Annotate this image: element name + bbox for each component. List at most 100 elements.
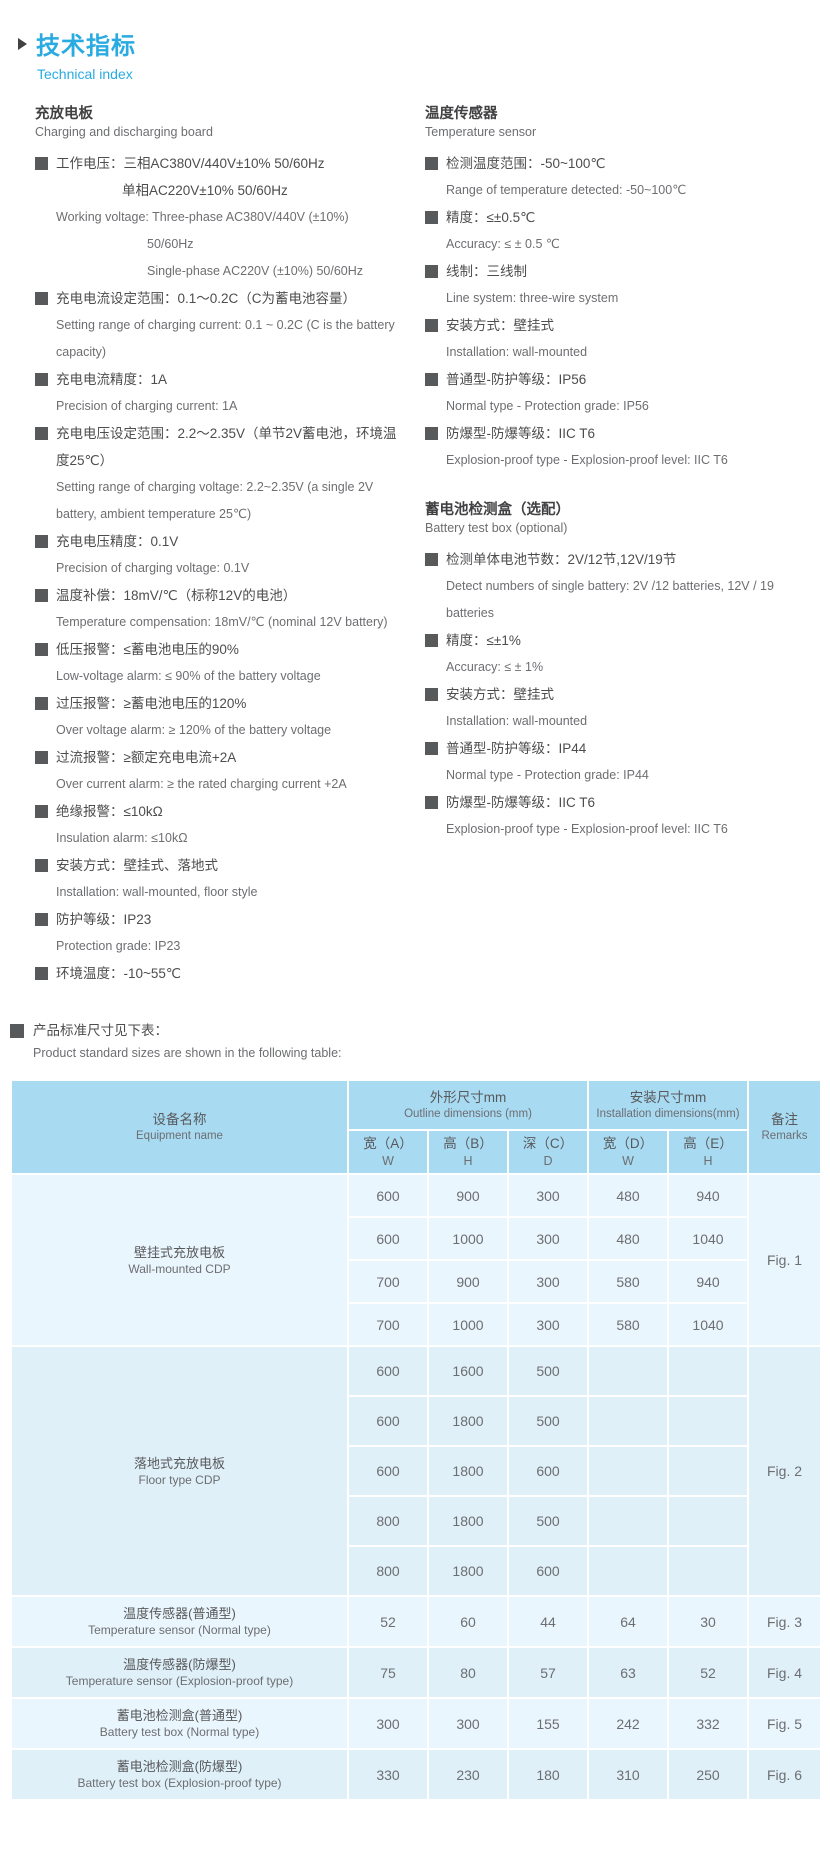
- spec-line-cn: 安装方式：壁挂式: [425, 681, 820, 708]
- table-row: 700 1000 300 580 1040: [11, 1302, 821, 1347]
- spec-item: 温度补偿：18mV/℃（标称12V的电池） Temperature compens…: [35, 582, 403, 636]
- square-bullet-icon: [425, 319, 438, 332]
- dimension-cell: [666, 1495, 750, 1547]
- square-bullet-icon: [425, 742, 438, 755]
- spec-line-cn-text: 防护等级：IP23: [56, 912, 152, 927]
- spec-line-cn-text: 充电电压设定范围：2.2～2.35V（单节2V蓄电池，环境温度25℃）: [56, 426, 397, 468]
- dimension-cell: 480: [587, 1173, 669, 1218]
- dimension-cell: 300: [507, 1259, 589, 1304]
- spec-item: 过压报警：≥蓄电池电压的120% Over voltage alarm: ≥ 12…: [35, 690, 403, 744]
- dimension-cell: 300: [347, 1697, 429, 1750]
- col-header-installation-cn: 安装尺寸mm: [629, 1089, 707, 1105]
- spec-section-battery-test-box: 蓄电池检测盒（选配） Battery test box (optional) 检测单…: [425, 500, 820, 843]
- spec-item: 环境温度：-10~55℃: [35, 960, 403, 987]
- spec-line-cn-text: 精度：≤±1%: [446, 633, 521, 648]
- dimension-cell: 300: [507, 1216, 589, 1261]
- square-bullet-icon: [35, 805, 48, 818]
- col-header-height-b: 高（B） H: [427, 1129, 509, 1175]
- table-row: 温度传感器(防爆型) Temperature sensor (Explosion-…: [10, 1646, 823, 1699]
- col-header-installation-en: Installation dimensions(mm): [596, 1107, 740, 1120]
- spec-line-cn: 充电电压设定范围：2.2～2.35V（单节2V蓄电池，环境温度25℃）: [35, 420, 403, 474]
- equipment-name-en: Floor type CDP: [138, 1472, 221, 1487]
- spec-line-en: Installation: wall-mounted, floor style: [56, 885, 258, 899]
- dimension-cell: 700: [347, 1302, 429, 1347]
- square-bullet-icon: [425, 796, 438, 809]
- spec-line-cn: 精度：≤±1%: [425, 627, 820, 654]
- spec-line-cn-text: 过压报警：≥蓄电池电压的120%: [56, 696, 247, 711]
- spec-item: 线制：三线制 Line system: three-wire system: [425, 258, 820, 312]
- dimension-cell: 75: [347, 1646, 429, 1699]
- spec-item: 防爆型-防爆等级：IIC T6 Explosion-proof type - Ex…: [425, 420, 820, 474]
- spec-line-cn-text: 工作电压：三相AC380V/440V±10% 50/60Hz: [56, 156, 325, 171]
- equipment-name-cell: 温度传感器(防爆型) Temperature sensor (Explosion-…: [10, 1646, 349, 1699]
- dimension-cell: [666, 1445, 750, 1497]
- spec-line-cn-text: 普通型-防护等级：IP44: [446, 741, 587, 756]
- col-header-width-d: 宽（D） W: [587, 1129, 669, 1175]
- col-header-width-a-cn: 宽（A）: [363, 1136, 413, 1151]
- square-bullet-icon: [425, 427, 438, 440]
- spec-columns: 充放电板 Charging and discharging board 工作电压：三…: [0, 104, 830, 987]
- spec-line-cn: 防爆型-防爆等级：IIC T6: [425, 789, 820, 816]
- spec-item: 充电电流设定范围：0.1～0.2C（C为蓄电池容量） Setting range …: [35, 285, 403, 366]
- col-header-remarks-cn: 备注: [771, 1111, 799, 1127]
- equipment-name-cell: 蓄电池检测盒(普通型) Battery test box (Normal type…: [10, 1697, 349, 1750]
- dimension-cell: 300: [507, 1302, 589, 1347]
- spec-line-en: Low-voltage alarm: ≤ 90% of the battery …: [56, 669, 321, 683]
- col-header-height-b-en: H: [463, 1154, 473, 1168]
- square-bullet-icon: [35, 859, 48, 872]
- spec-item: 绝缘报警：≤10kΩ Insulation alarm: ≤10kΩ: [35, 798, 403, 852]
- spec-item: 充电电压设定范围：2.2～2.35V（单节2V蓄电池，环境温度25℃） Setti…: [35, 420, 403, 528]
- dimension-cell: 500: [507, 1395, 589, 1447]
- equipment-name-cell: 温度传感器(普通型) Temperature sensor (Normal typ…: [10, 1595, 349, 1648]
- square-bullet-icon: [425, 157, 438, 170]
- col-header-equipment: 设备名称 Equipment name: [10, 1079, 349, 1175]
- spec-item: 防护等级：IP23 Protection grade: IP23: [35, 906, 403, 960]
- spec-line-cn: 防爆型-防爆等级：IIC T6: [425, 420, 820, 447]
- square-bullet-icon: [35, 373, 48, 386]
- spec-line-cn: 温度补偿：18mV/℃（标称12V的电池）: [35, 582, 403, 609]
- square-bullet-icon: [35, 643, 48, 656]
- dimension-cell: [587, 1395, 669, 1447]
- spec-line-cn: 充电电压精度：0.1V: [35, 528, 403, 555]
- spec-line-en: Over current alarm: ≥ the rated charging…: [56, 777, 347, 791]
- dimension-cell: [587, 1545, 669, 1597]
- table-row: 蓄电池检测盒(防爆型) Battery test box (Explosion-p…: [10, 1748, 823, 1801]
- section-heading-en: Battery test box (optional): [425, 521, 568, 535]
- col-header-height-e-cn: 高（E）: [683, 1136, 733, 1151]
- spec-line-cn-text: 防爆型-防爆等级：IIC T6: [446, 795, 596, 810]
- spec-line-en: Protection grade: IP23: [56, 939, 181, 953]
- dimension-cell: [587, 1345, 669, 1397]
- spec-line-en: Installation: wall-mounted: [446, 714, 588, 728]
- spec-line-cn-text: 检测温度范围：-50~100℃: [446, 156, 606, 171]
- spec-line-cn-text: 普通型-防护等级：IP56: [446, 372, 587, 387]
- spec-line-en: Normal type - Protection grade: IP56: [446, 399, 649, 413]
- col-header-height-e: 高（E） H: [666, 1129, 750, 1175]
- remark-cell: Fig. 5: [747, 1697, 823, 1750]
- spec-line-cn: 绝缘报警：≤10kΩ: [35, 798, 403, 825]
- equipment-name-en: Battery test box (Normal type): [99, 1725, 260, 1739]
- dimension-cell: 900: [427, 1259, 509, 1304]
- equipment-name-cn: 落地式充放电板: [133, 1455, 225, 1471]
- square-bullet-icon: [425, 265, 438, 278]
- col-header-outline-en: Outline dimensions (mm): [404, 1107, 532, 1120]
- dimension-cell: 1800: [427, 1545, 509, 1597]
- spec-line-en: Installation: wall-mounted: [446, 345, 588, 359]
- table-note-cn: 产品标准尺寸见下表：: [10, 1019, 830, 1043]
- spec-line-en: Insulation alarm: ≤10kΩ: [56, 831, 188, 845]
- spec-line-en: Explosion-proof type - Explosion-proof l…: [446, 822, 728, 836]
- spec-line-en: Setting range of charging current: 0.1 ~…: [56, 318, 395, 359]
- dimension-cell: 63: [587, 1646, 669, 1699]
- spec-item: 充电电压精度：0.1V Precision of charging voltage…: [35, 528, 403, 582]
- spec-line-cn-text: 过流报警：≥额定充电电流+2A: [56, 750, 237, 765]
- col-header-installation: 安装尺寸mm Installation dimensions(mm): [586, 1079, 750, 1131]
- spec-item: 精度：≤±0.5℃ Accuracy: ≤ ± 0.5 ℃: [425, 204, 820, 258]
- spec-line-cn: 过压报警：≥蓄电池电压的120%: [35, 690, 403, 717]
- col-header-depth-c-en: D: [543, 1154, 553, 1168]
- spec-line-cn-text: 充电电流精度：1A: [56, 372, 168, 387]
- square-bullet-icon: [35, 157, 48, 170]
- spec-line-cn: 单相AC220V±10% 50/60Hz: [35, 177, 403, 204]
- spec-line-cn: 安装方式：壁挂式: [425, 312, 820, 339]
- spec-item: 防爆型-防爆等级：IIC T6 Explosion-proof type - Ex…: [425, 789, 820, 843]
- section-heading-cn: 温度传感器: [425, 106, 498, 122]
- spec-line-cn: 普通型-防护等级：IP56: [425, 366, 820, 393]
